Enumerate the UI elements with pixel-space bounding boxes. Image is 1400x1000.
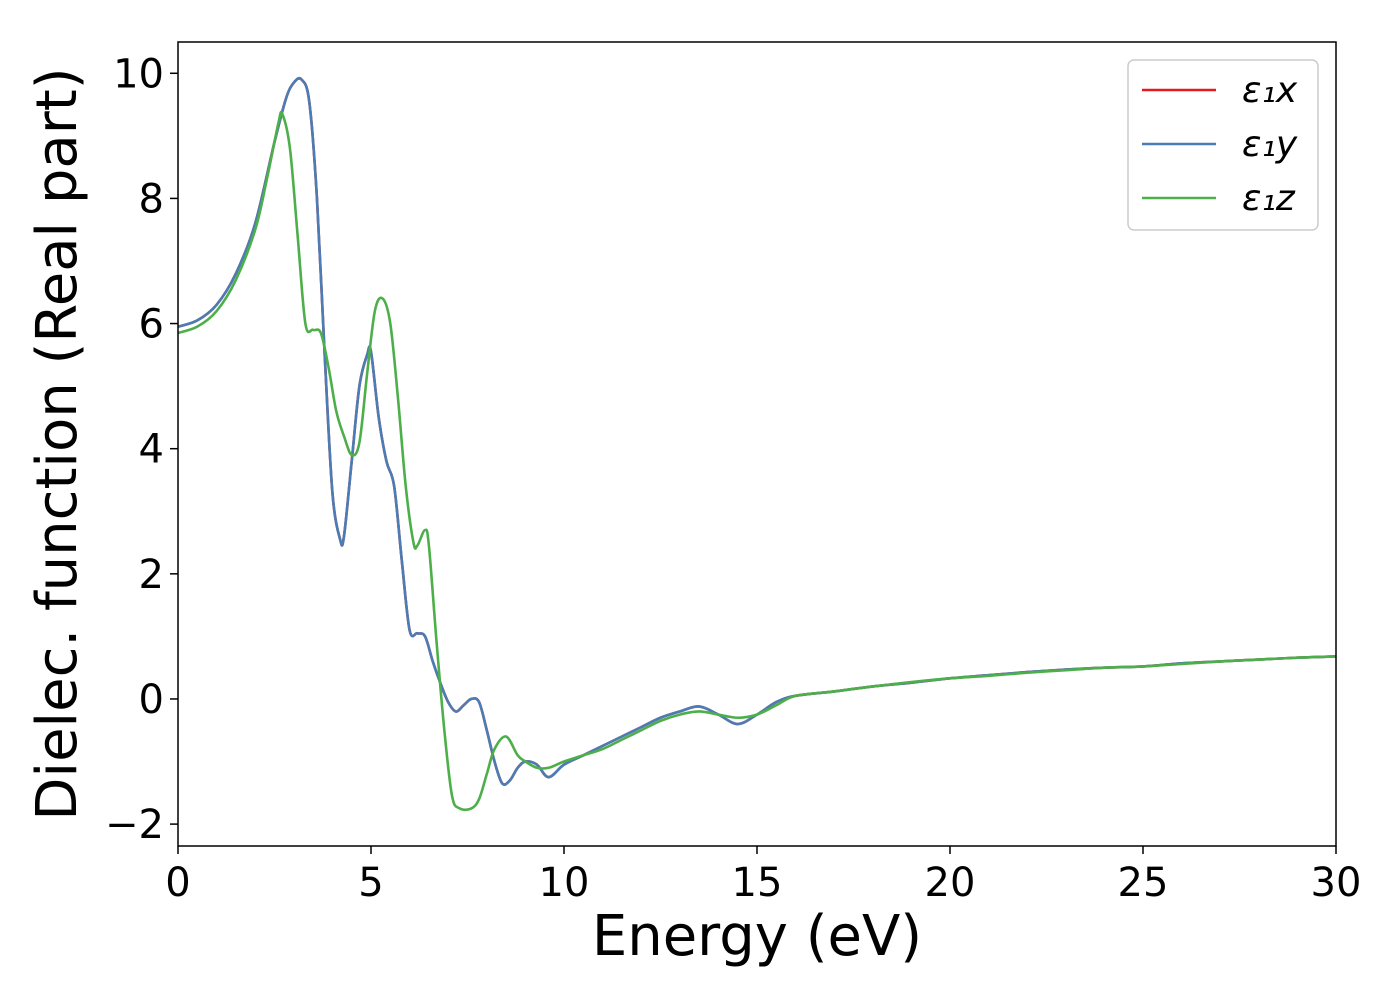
y-axis: −2 0 2 4 6 8 10 bbox=[105, 51, 178, 848]
y-tick-label: 2 bbox=[139, 552, 164, 598]
x-tick-label: 20 bbox=[925, 860, 976, 906]
legend-box bbox=[1127, 59, 1319, 231]
y-tick-label: 8 bbox=[139, 176, 164, 222]
x-tick-label: 10 bbox=[539, 860, 590, 906]
x-tick-label: 25 bbox=[1118, 860, 1169, 906]
legend: ε₁x ε₁y ε₁z bbox=[1127, 59, 1319, 231]
y-tick-label: 0 bbox=[139, 677, 164, 723]
x-tick-label: 0 bbox=[165, 860, 190, 906]
x-tick-label: 30 bbox=[1311, 860, 1362, 906]
x-axis-label: Energy (eV) bbox=[592, 904, 922, 969]
series-layer bbox=[178, 76, 1336, 812]
x-tick-label: 5 bbox=[358, 860, 383, 906]
y-tick-label: 4 bbox=[139, 427, 164, 473]
x-axis: 0 5 10 15 20 25 30 bbox=[165, 846, 1361, 906]
y-tick-label: 10 bbox=[113, 51, 164, 97]
y-tick-label: −2 bbox=[105, 802, 164, 848]
legend-label: ε₁y bbox=[1242, 124, 1298, 165]
x-tick-label: 15 bbox=[732, 860, 783, 906]
series-line-2 bbox=[178, 110, 1336, 812]
legend-label: ε₁x bbox=[1242, 70, 1298, 111]
y-axis-label: Dielec. function (Real part) bbox=[25, 67, 90, 820]
y-tick-label: 6 bbox=[139, 302, 164, 348]
legend-label: ε₁z bbox=[1242, 178, 1296, 219]
